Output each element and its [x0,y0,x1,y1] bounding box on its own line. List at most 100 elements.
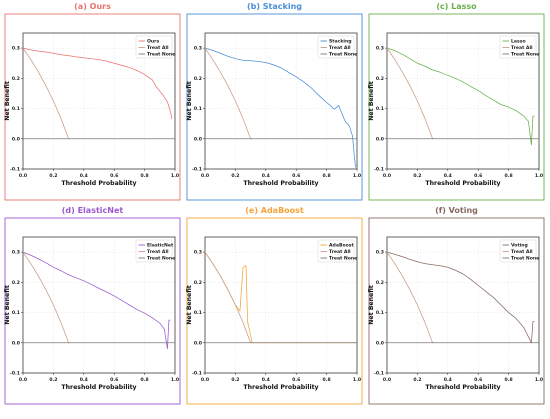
legend-label: Treat None [147,256,175,262]
panel-frame [4,217,181,405]
panel-title: (c) Lasso [436,2,477,11]
legend-label: Voting [511,243,528,249]
legend-label: Treat All [147,249,169,255]
x-tick-label: 0.8 [141,377,149,383]
legend-label: Treat All [511,45,533,51]
y-tick-label: 0.2 [194,76,202,82]
x-tick-label: 0.6 [110,173,118,179]
panel-title: (f) Voting [435,206,478,215]
y-axis-label: Net Benefit [368,285,375,325]
plot-area [204,236,358,374]
panel-frame [368,217,545,405]
y-axis-label: Net Benefit [4,81,11,121]
legend-label: Treat All [329,249,351,255]
series-line-model [204,47,356,168]
panel-title: (b) Stacking [247,2,302,11]
x-tick-label: 0.0 [383,377,391,383]
panel-title: (d) ElasticNet [62,206,124,215]
y-axis-label: Net Benefit [186,285,193,325]
legend-box [499,35,537,59]
x-tick-label: 0.2 [49,173,57,179]
y-tick-label: 0.3 [194,250,202,256]
x-axis-label: Threshold Probability [243,180,318,187]
y-tick-label: 0.1 [194,310,202,316]
x-tick-label: 0.0 [19,377,27,383]
x-tick-label: 0.6 [292,377,300,383]
y-axis-label: Net Benefit [368,81,375,121]
x-tick-label: 0.8 [323,173,331,179]
y-tick-label: 0.3 [12,250,20,256]
x-tick-label: 0.4 [444,377,452,383]
y-tick-label: -0.1 [10,371,20,377]
x-tick-label: 1.0 [353,173,361,179]
legend-label: Treat None [329,52,357,58]
legend-box [499,239,537,263]
x-tick-label: 0.0 [201,173,209,179]
plot-area [386,236,540,374]
panel-title: (e) AdaBoost [245,206,304,215]
y-tick-label: 0.1 [376,106,384,112]
y-tick-label: -0.1 [374,371,384,377]
series-line-model [204,251,357,344]
x-tick-label: 0.4 [262,173,270,179]
legend-label: Treat None [511,256,539,262]
plot-area [22,32,176,170]
x-tick-label: 0.2 [413,173,421,179]
series-line-all [386,251,435,344]
y-tick-label: 0.0 [12,340,20,346]
legend-label: Treat All [329,45,351,51]
panel-frame [186,217,363,405]
legend-label: AdaBoost [329,243,354,249]
legend-label: Treat None [329,256,357,262]
panel-frame [186,13,363,201]
x-tick-label: 1.0 [353,377,361,383]
series-line-all [22,47,71,140]
x-axis-label: Threshold Probability [243,384,318,391]
panel-title: (a) Ours [74,2,111,11]
x-tick-label: 0.4 [80,173,88,179]
legend-label: Lasso [511,39,526,45]
series-line-model [22,251,171,350]
panel-frame [368,13,545,201]
x-tick-label: 0.8 [141,173,149,179]
y-tick-label: -0.1 [10,167,20,173]
plot-area [22,236,176,374]
y-tick-label: 0.2 [376,76,384,82]
x-tick-label: 0.0 [201,377,209,383]
y-tick-label: 0.3 [376,250,384,256]
legend-label: Treat All [147,45,169,51]
legend-label: Treat None [511,52,539,58]
legend-label: Stacking [329,39,352,45]
series-line-model [386,251,535,344]
y-tick-label: 0.3 [194,46,202,52]
y-tick-label: 0.1 [376,310,384,316]
y-tick-label: 0.0 [376,136,384,142]
y-tick-label: 0.3 [376,46,384,52]
y-tick-label: 0.2 [12,76,20,82]
series-line-all [204,251,253,344]
x-tick-label: 0.6 [474,377,482,383]
y-tick-label: 0.1 [12,106,20,112]
y-axis-label: Net Benefit [4,285,11,325]
legend-label: Treat All [511,249,533,255]
y-tick-label: -0.1 [192,167,202,173]
legend-label: Treat None [147,52,175,58]
x-tick-label: 0.6 [110,377,118,383]
y-tick-label: 0.3 [12,46,20,52]
x-tick-label: 1.0 [171,173,179,179]
series-line-model [386,47,535,146]
y-tick-label: 0.1 [194,106,202,112]
x-tick-label: 0.2 [231,377,239,383]
y-tick-label: 0.0 [376,340,384,346]
y-tick-label: 0.2 [12,280,20,286]
plot-area [386,32,540,170]
x-tick-label: 0.8 [505,377,513,383]
